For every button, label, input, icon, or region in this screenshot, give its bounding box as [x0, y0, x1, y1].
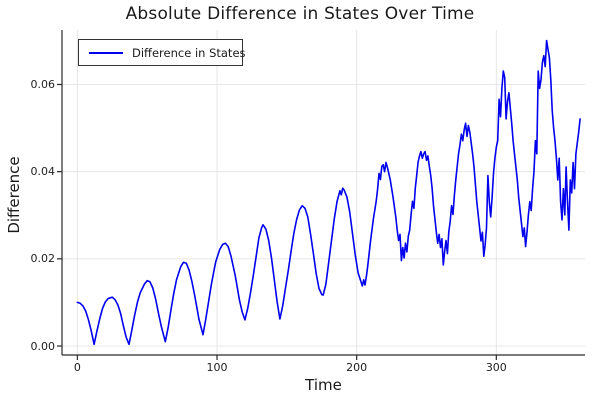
- x-tick-label: 100: [206, 361, 228, 374]
- x-axis-label: Time: [305, 376, 342, 394]
- chart-title: Absolute Difference in States Over Time: [125, 4, 475, 24]
- y-axis-label: Difference: [5, 156, 23, 234]
- legend-entry-label: Difference in States: [132, 45, 246, 60]
- legend-line-sample-icon: [89, 51, 123, 54]
- y-tick-label: 0.00: [30, 339, 56, 353]
- x-tick-label: 200: [346, 361, 368, 374]
- y-tick-label: 0.02: [30, 252, 56, 266]
- x-tick-label: 0: [73, 361, 81, 374]
- y-tick-label: 0.06: [30, 77, 56, 91]
- series-line: [76, 39, 581, 346]
- y-tick-label: 0.04: [30, 165, 56, 179]
- legend-box: Difference in States: [78, 39, 246, 66]
- x-tick-label: 300: [485, 361, 507, 374]
